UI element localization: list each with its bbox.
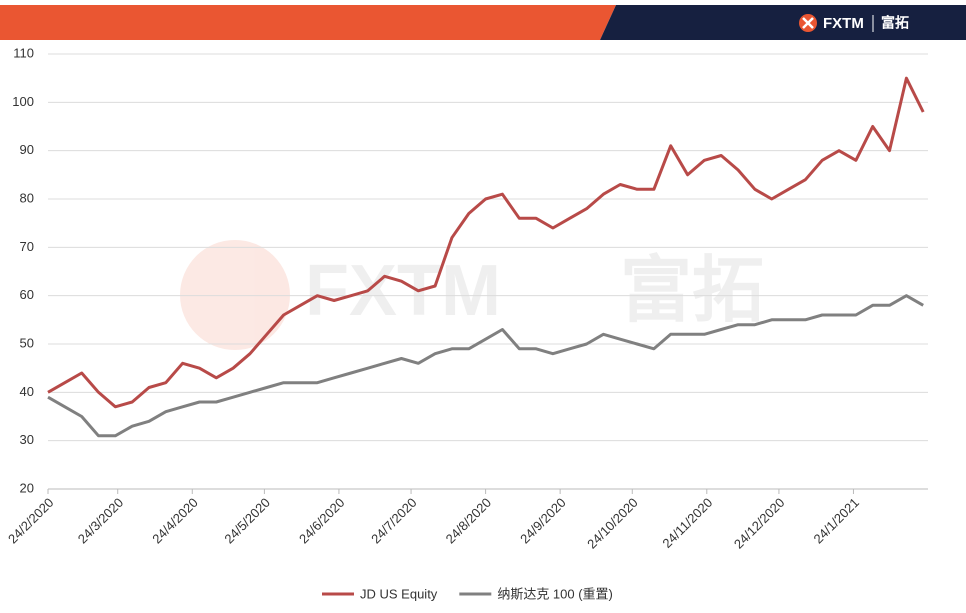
logo-text: FXTM [823,15,864,32]
y-tick-label: 40 [20,384,34,399]
x-tick-label: 24/4/2020 [149,495,201,547]
y-tick-label: 80 [20,190,34,205]
x-tick-label: 24/5/2020 [221,495,273,547]
series-line [47,76,925,409]
x-tick-label: 24/1/2021 [811,495,863,547]
x-tick-label: 24/8/2020 [443,495,495,547]
y-tick-label: 100 [12,94,34,109]
y-tick-label: 50 [20,335,34,350]
x-tick-label: 24/11/2020 [659,495,715,551]
x-tick-label: 24/9/2020 [517,495,569,547]
header-band [0,5,616,40]
y-tick-label: 90 [20,142,34,157]
x-tick-label: 24/12/2020 [731,495,788,552]
series-line [47,294,924,438]
y-tick-label: 60 [20,287,34,302]
y-tick-label: 110 [13,45,34,60]
watermark-icon [180,240,290,350]
legend-label: JD US Equity [360,586,438,601]
x-tick-label: 24/3/2020 [75,495,127,547]
logo-text-cn: 富拓 [881,15,909,31]
y-tick-label: 20 [20,480,34,495]
watermark-text-cn: 富拓 [620,251,764,331]
x-tick-label: 24/7/2020 [368,495,420,547]
y-tick-label: 70 [20,239,34,254]
y-tick-label: 30 [20,432,34,447]
logo-icon-x [802,17,814,29]
x-tick-label: 24/6/2020 [296,495,348,547]
watermark: FXTM 富拓 [180,240,764,350]
legend-label: 纳斯达克 100 (重置) [497,586,613,601]
watermark-text: FXTM [305,251,501,331]
x-tick-label: 24/10/2020 [584,495,641,552]
x-tick-label: 24/2/2020 [5,495,57,547]
header-logo-band [600,5,966,40]
